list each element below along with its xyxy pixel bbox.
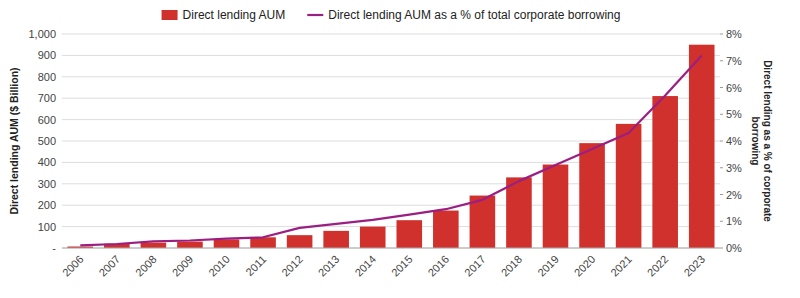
y2-tick [720,248,723,249]
bar [470,196,496,248]
bar [689,45,715,248]
bar [214,239,240,248]
grid-line [62,98,720,99]
x-tick-label: 2021 [608,253,634,279]
x-tick-label: 2023 [681,253,707,279]
y2-tick-label: 4% [726,135,742,147]
y-tick-label: 100 [38,221,56,233]
legend-item: Direct lending AUM [162,8,286,22]
line [80,55,701,245]
y2-tick [720,60,723,61]
y2-tick [720,114,723,115]
legend-swatch [162,10,178,20]
y2-tick [720,167,723,168]
x-tick-label: 2017 [462,253,488,279]
y2-tick-label: 7% [726,55,742,67]
grid-line [62,119,720,120]
x-tick-label: 2011 [243,253,268,278]
x-tick-label: 2008 [133,253,159,279]
bar [141,243,167,248]
y2-tick-label: 0% [726,242,742,254]
legend-label: Direct lending AUM [183,8,286,22]
bar [579,143,605,248]
y-tick-label: 900 [38,49,56,61]
legend: Direct lending AUM Direct lending AUM as … [162,8,621,22]
x-axis-line [62,248,720,249]
x-tick-label: 2020 [572,253,598,279]
x-tick-label: 2016 [425,253,451,279]
y-tick-label: 300 [38,178,56,190]
bar [360,227,386,248]
bar [323,231,349,248]
bar [396,220,422,248]
y2-tick-label: 1% [726,215,742,227]
bar [616,124,642,248]
y2-tick [720,194,723,195]
y2-tick-label: 5% [726,108,742,120]
y-tick-label: 600 [38,114,56,126]
background [0,0,800,298]
y2-tick-label: 3% [726,162,742,174]
legend-swatch [307,14,323,16]
y-tick-label: - [52,242,56,254]
y2-tick-label: 8% [726,28,742,40]
bar [433,211,459,248]
grid-line [62,248,720,249]
bar [250,237,276,248]
plot-area [67,45,714,248]
bar [287,235,313,248]
bar [177,242,203,248]
grid-line [62,34,720,35]
y-axis-label: Direct lending AUM ($ Billion) [8,67,20,214]
bar [543,165,569,248]
y-tick-label: 1,000 [28,28,56,40]
y-tick-label: 800 [38,71,56,83]
y-tick-label: 200 [38,199,56,211]
y2-tick [720,34,723,35]
x-tick-label: 2015 [389,253,415,279]
chart: - 100 200 300 400 500 600 700 800 900 1,000 0% 1% 2% 3… [0,0,800,298]
x-tick-label: 2013 [316,253,342,279]
x-tick-label: 2012 [279,253,305,279]
x-tick-label: 2014 [352,253,378,279]
y-tick-label: 700 [38,92,56,104]
y2-axis-label: Direct lending as a % of corporateborrow… [750,60,773,222]
legend-label: Direct lending AUM as a % of total corpo… [328,8,620,22]
y2-tick-label: 6% [726,82,742,94]
x-tick-label: 2009 [170,253,196,279]
y-tick-label: 400 [38,156,56,168]
grid-line [62,76,720,77]
y2-tick [720,141,723,142]
x-tick-label: 2006 [60,253,86,279]
x-tick-label: 2010 [206,253,232,279]
x-tick-label: 2019 [535,253,561,279]
x-tick-label: 2007 [96,253,122,279]
grid-line [62,55,720,56]
bar [506,177,532,248]
y2-tick [720,87,723,88]
y-tick-label: 500 [38,135,56,147]
axes: - 100 200 300 400 500 600 700 800 900 1,000 0% 1% 2% 3… [28,28,742,254]
y2-tick [720,221,723,222]
x-tick-label: 2018 [499,253,525,279]
y2-tick-label: 2% [726,189,742,201]
x-tick-label: 2022 [645,253,671,279]
bar [652,96,678,248]
legend-item: Direct lending AUM as a % of total corpo… [307,8,620,22]
